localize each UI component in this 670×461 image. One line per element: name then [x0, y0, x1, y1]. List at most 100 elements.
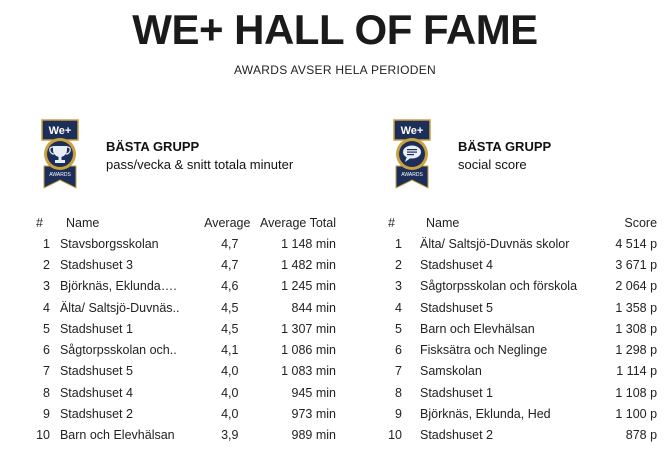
table-row: 5 Stadshuset 1 4,5 1 307 min [36, 318, 336, 339]
row-score: 878 p [625, 428, 658, 443]
table-row: 7 Stadshuset 5 4,0 1 083 min [36, 361, 336, 382]
row-average: 4,5 [221, 300, 239, 315]
row-average: 3,9 [221, 428, 239, 443]
row-average: 4,7 [221, 257, 239, 272]
table-row: 2 Stadshuset 3 4,7 1 482 min [36, 254, 336, 275]
row-name: Stadshuset 2 [59, 407, 133, 422]
table-row: 3 Björknäs, Eklunda…. 4,6 1 245 min [36, 276, 336, 297]
row-score: 1 298 p [615, 343, 658, 358]
table-row: 1 Älta/ Saltsjö-Duvnäs skolor 4 514 p [388, 233, 657, 254]
row-name: Samskolan [420, 364, 482, 379]
row-score: 1 358 p [615, 300, 658, 315]
row-name: Stadshuset 1 [420, 385, 493, 400]
left-table: # Name Average Average Total 1 Stavsborgs… [36, 212, 336, 446]
row-rank: 1 [395, 236, 402, 251]
row-rank: 2 [395, 257, 402, 272]
left-leaderboard: We+ AWARDS BÄSTA GRUPP pass/vecka & snit… [36, 118, 336, 458]
row-average: 4,1 [221, 343, 239, 358]
row-name: Fisksätra och Neglinge [420, 343, 548, 358]
column-header-average: Average [204, 215, 251, 230]
table-row: 10 Barn och Elevhälsan 3,9 989 min [36, 425, 336, 446]
row-rank: 5 [395, 321, 402, 336]
row-average-total: 1 307 min [281, 321, 336, 336]
row-average: 4,7 [221, 236, 239, 251]
row-name: Stadshuset 4 [420, 257, 493, 272]
table-row: 1 Stavsborgsskolan 4,7 1 148 min [36, 233, 336, 254]
column-header-average-total: Average Total [260, 215, 336, 230]
badge-ribbon-label: AWARDS [49, 172, 71, 178]
table-row: 7 Samskolan 1 114 p [388, 361, 657, 382]
right-table: # Name Score 1 Älta/ Saltsjö-Duvnäs skolo… [388, 212, 657, 446]
awards-badge: We+ AWARDS [41, 119, 79, 189]
row-rank: 8 [395, 385, 402, 400]
column-header-score: Score [624, 215, 658, 230]
row-rank: 1 [43, 236, 50, 251]
row-name: Sågtorpsskolan och förskola [420, 279, 578, 294]
awards-badge: We+ AWARDS [393, 119, 431, 189]
row-average: 4,0 [221, 385, 239, 400]
row-rank: 10 [388, 428, 402, 443]
row-average-total: 844 min [291, 300, 336, 315]
row-rank: 8 [43, 385, 50, 400]
row-name: Björknäs, Eklunda…. [59, 279, 177, 294]
row-rank: 10 [36, 428, 50, 443]
row-name: Stadshuset 4 [59, 385, 133, 400]
row-average: 4,6 [221, 279, 239, 294]
table-row: 10 Stadshuset 2 878 p [388, 425, 657, 446]
trophy-icon [49, 146, 71, 163]
row-rank: 4 [395, 300, 402, 315]
row-name: Barn och Elevhälsan [59, 428, 175, 443]
row-name: Stavsborgsskolan [59, 236, 159, 251]
speech-bubble-icon [403, 145, 421, 162]
row-rank: 6 [395, 343, 402, 358]
row-name: Stadshuset 1 [59, 321, 133, 336]
row-rank: 7 [43, 364, 50, 379]
row-rank: 3 [43, 279, 50, 294]
table-row: 9 Björknäs, Eklunda, Hed 1 100 p [388, 403, 657, 424]
column-header-rank: # [36, 215, 43, 230]
row-name: Björknäs, Eklunda, Hed [420, 407, 551, 422]
row-rank: 7 [395, 364, 402, 379]
row-name: Älta/ Saltsjö-Duvnäs.. [59, 300, 180, 315]
row-name: Stadshuset 3 [59, 257, 133, 272]
row-name: Sågtorpsskolan och.. [59, 343, 177, 358]
row-name: Stadshuset 2 [420, 428, 493, 443]
row-average-total: 1 086 min [281, 343, 336, 358]
row-name: Stadshuset 5 [420, 300, 493, 315]
table-row: 8 Stadshuset 1 1 108 p [388, 382, 657, 403]
row-rank: 5 [43, 321, 50, 336]
left-heading: BÄSTA GRUPP [106, 139, 200, 154]
row-average: 4,0 [221, 364, 239, 379]
table-row: 2 Stadshuset 4 3 671 p [388, 254, 657, 275]
column-header-name: Name [65, 215, 100, 230]
row-score: 2 064 p [615, 279, 658, 294]
row-rank: 4 [43, 300, 50, 315]
row-score: 4 514 p [615, 236, 658, 251]
table-row: 3 Sågtorpsskolan och förskola 2 064 p [388, 276, 657, 297]
column-header-rank: # [388, 215, 395, 230]
row-rank: 6 [43, 343, 50, 358]
right-heading: BÄSTA GRUPP [458, 139, 552, 154]
row-score: 1 308 p [615, 321, 658, 336]
row-average: 4,5 [221, 321, 239, 336]
row-score: 1 114 p [616, 364, 658, 379]
table-row: 4 Stadshuset 5 1 358 p [388, 297, 657, 318]
row-average-total: 1 245 min [281, 279, 336, 294]
table-row: 6 Fisksätra och Neglinge 1 298 p [388, 339, 657, 360]
right-leaderboard: We+ AWARDS BÄSTA GRUPP social score # Na… [388, 118, 670, 458]
table-row: 5 Barn och Elevhälsan 1 308 p [388, 318, 657, 339]
right-subheading: social score [458, 157, 527, 172]
page-title: WE+ HALL OF FAME [132, 6, 538, 53]
row-average-total: 1 148 min [281, 236, 336, 251]
row-average: 4,0 [221, 407, 239, 422]
row-rank: 9 [43, 407, 50, 422]
table-row: 8 Stadshuset 4 4,0 945 min [36, 382, 336, 403]
table-row: 4 Älta/ Saltsjö-Duvnäs.. 4,5 844 min [36, 297, 336, 318]
table-row: 9 Stadshuset 2 4,0 973 min [36, 403, 336, 424]
row-score: 1 108 p [615, 385, 658, 400]
row-score: 1 100 p [615, 407, 658, 422]
row-rank: 2 [43, 257, 50, 272]
badge-ribbon-label: AWARDS [401, 172, 423, 178]
badge-brand-label: We+ [401, 125, 424, 137]
row-name: Barn och Elevhälsan [420, 321, 535, 336]
